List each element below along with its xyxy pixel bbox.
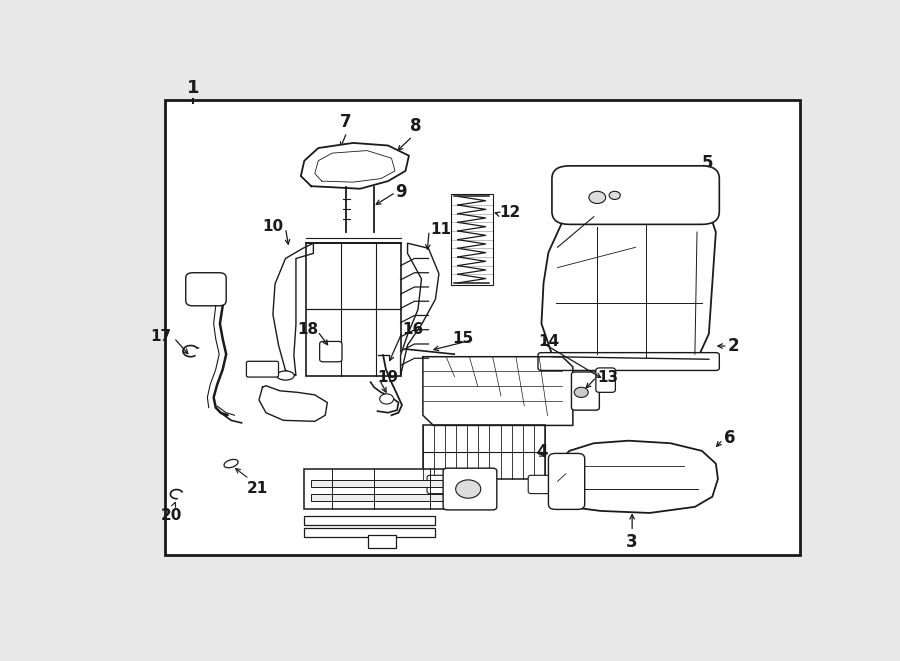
- Text: 6: 6: [724, 429, 735, 447]
- Circle shape: [589, 191, 606, 204]
- Polygon shape: [301, 143, 409, 189]
- FancyBboxPatch shape: [443, 468, 497, 510]
- Polygon shape: [542, 202, 716, 364]
- Bar: [304, 469, 486, 510]
- Bar: [311, 480, 479, 487]
- Text: 4: 4: [536, 443, 547, 461]
- Bar: [304, 528, 435, 537]
- FancyBboxPatch shape: [528, 475, 551, 494]
- Bar: [165, 100, 799, 555]
- Bar: [368, 535, 396, 547]
- Text: 17: 17: [150, 329, 172, 344]
- Text: 12: 12: [500, 205, 521, 220]
- FancyBboxPatch shape: [185, 273, 226, 306]
- Polygon shape: [423, 357, 573, 426]
- Circle shape: [455, 480, 481, 498]
- Polygon shape: [555, 441, 718, 513]
- Circle shape: [380, 394, 393, 404]
- FancyBboxPatch shape: [247, 362, 278, 377]
- Text: 21: 21: [247, 481, 267, 496]
- Text: 11: 11: [430, 222, 451, 237]
- Text: 5: 5: [702, 154, 714, 173]
- Circle shape: [574, 387, 589, 397]
- Text: 18: 18: [297, 322, 319, 337]
- FancyBboxPatch shape: [320, 342, 342, 362]
- Ellipse shape: [277, 371, 294, 380]
- Bar: [311, 494, 479, 501]
- Bar: [423, 426, 544, 479]
- Text: 13: 13: [598, 369, 618, 385]
- Bar: [306, 243, 400, 375]
- FancyBboxPatch shape: [428, 475, 450, 494]
- Polygon shape: [259, 386, 328, 421]
- Text: 9: 9: [395, 183, 407, 202]
- Polygon shape: [400, 243, 439, 375]
- Text: 8: 8: [410, 117, 422, 136]
- Polygon shape: [273, 243, 313, 375]
- Text: 14: 14: [538, 334, 559, 349]
- FancyBboxPatch shape: [572, 372, 599, 410]
- Text: 10: 10: [262, 219, 284, 235]
- FancyBboxPatch shape: [538, 352, 719, 370]
- Text: 19: 19: [378, 369, 399, 385]
- Text: 1: 1: [186, 79, 199, 97]
- Text: 16: 16: [402, 322, 423, 337]
- FancyBboxPatch shape: [596, 368, 616, 393]
- Text: 15: 15: [453, 331, 473, 346]
- Bar: [304, 516, 435, 525]
- Text: 7: 7: [340, 113, 352, 132]
- Ellipse shape: [224, 459, 238, 468]
- Text: 3: 3: [626, 533, 638, 551]
- FancyBboxPatch shape: [548, 453, 585, 510]
- Circle shape: [609, 191, 620, 200]
- Text: 20: 20: [161, 508, 183, 523]
- Text: 2: 2: [728, 337, 739, 355]
- FancyBboxPatch shape: [552, 166, 719, 224]
